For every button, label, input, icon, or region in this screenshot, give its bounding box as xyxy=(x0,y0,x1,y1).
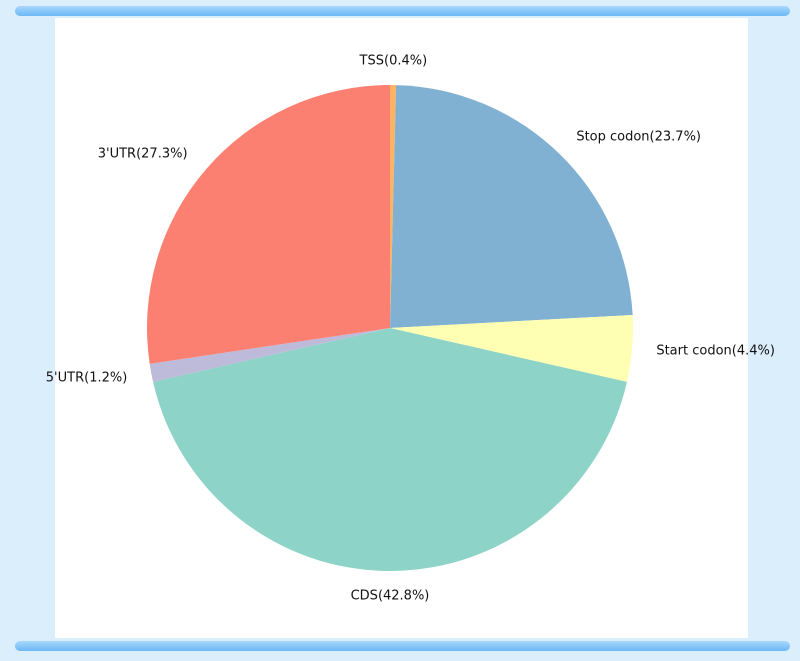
pie-slice xyxy=(390,85,397,328)
value-label: (23.7%) xyxy=(650,129,701,144)
slice-label: CDS(42.8%) xyxy=(351,588,430,603)
bottom-bar xyxy=(15,641,790,651)
slice-label: 3'UTR(27.3%) xyxy=(98,146,188,161)
category-name: CDS xyxy=(351,588,378,603)
category-name: 3'UTR xyxy=(98,146,136,161)
value-label: (0.4%) xyxy=(384,53,427,68)
slice-label: TSS(0.4%) xyxy=(359,53,428,68)
category-name: 5'UTR xyxy=(46,370,84,385)
pie-slice xyxy=(147,85,390,364)
value-label: (1.2%) xyxy=(84,370,127,385)
slice-label: 5'UTR(1.2%) xyxy=(46,370,128,385)
slice-label: Start codon(4.4%) xyxy=(656,343,775,358)
value-label: (27.3%) xyxy=(136,146,187,161)
top-bar xyxy=(15,6,790,16)
pie: TSS(0.4%) Stop codon(23.7%) Start codon(4.… xyxy=(46,53,775,603)
pie-slice xyxy=(390,85,633,328)
slice-label: Stop codon(23.7%) xyxy=(576,129,701,144)
category-name: TSS xyxy=(359,53,384,68)
category-name: Start codon xyxy=(656,343,731,358)
pie-slice xyxy=(153,328,627,571)
category-name: Stop codon xyxy=(576,129,649,144)
value-label: (42.8%) xyxy=(378,588,429,603)
pie-slice xyxy=(149,328,390,382)
value-label: (4.4%) xyxy=(732,343,775,358)
pie-slice xyxy=(390,315,633,382)
